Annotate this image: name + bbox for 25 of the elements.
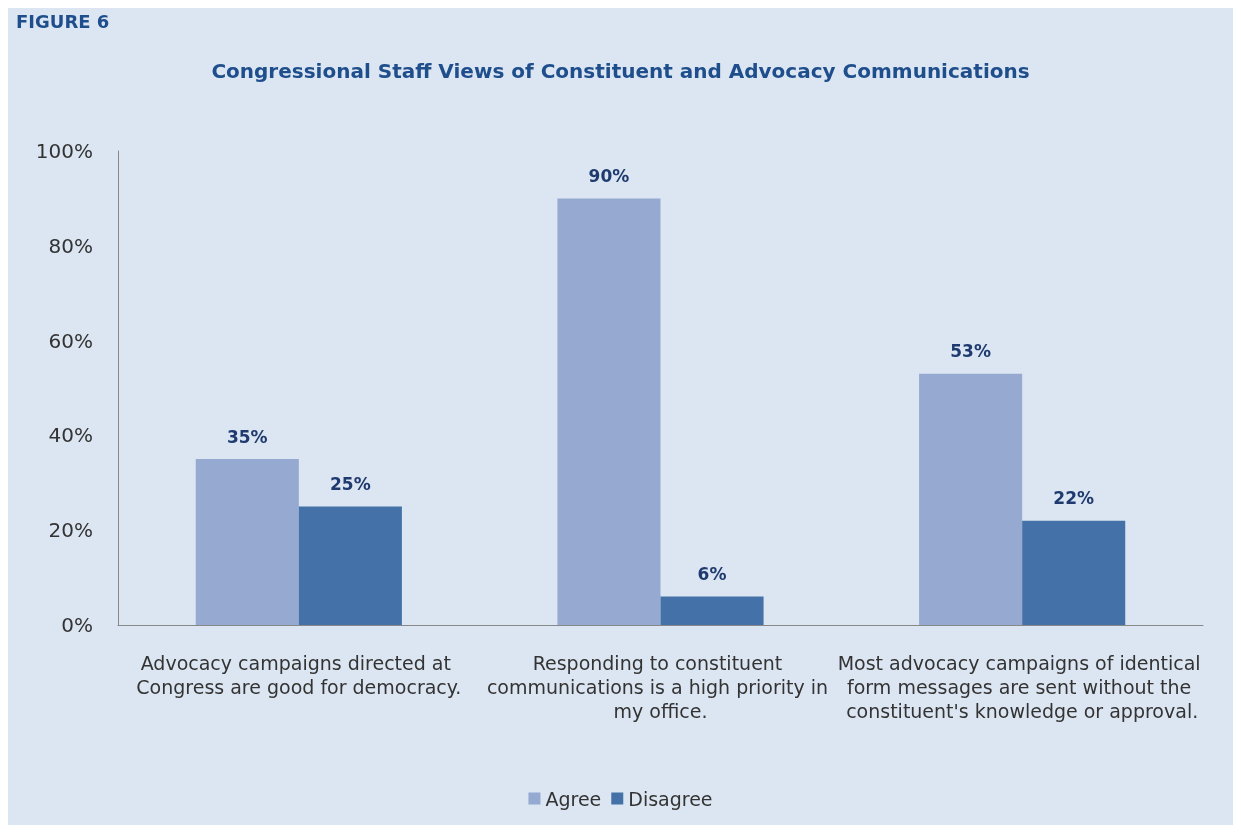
text: 35% (226, 426, 268, 447)
bar (660, 596, 764, 625)
y-tick-label: 80% (48, 233, 93, 258)
caption: FIGURE 6 (16, 10, 110, 32)
x-tick-label: Responding to constituent communications is a high priority in my office. (486, 652, 835, 722)
text: 25% (330, 474, 371, 494)
bar (919, 373, 1023, 625)
text: 22% (1053, 488, 1095, 509)
y-tick-label: 60% (48, 328, 93, 353)
y-tick-label: 20% (48, 518, 93, 543)
text: 53% (950, 341, 991, 362)
x-tick-label: Most advocacy campaigns of identical form messages are sent without the constituent's knowledge or approval. (837, 652, 1207, 722)
x-tick-label: Advocacy campaigns directed at Congress are good for democracy. (136, 652, 462, 698)
chart-title: Congressional Staff Views of Constituent and Advocacy Communications (211, 59, 1030, 83)
text: 90% (588, 165, 630, 186)
text: 6% (697, 564, 727, 585)
bar (557, 198, 661, 625)
legend-label: Agree (545, 787, 602, 810)
bar (298, 506, 402, 625)
y-tick-label: 0% (61, 613, 93, 637)
bar (195, 459, 299, 625)
bar (1022, 520, 1126, 625)
y-tick-label: 40% (48, 423, 93, 448)
legend-label: Disagree (628, 787, 713, 810)
y-tick-label: 100% (35, 139, 93, 163)
